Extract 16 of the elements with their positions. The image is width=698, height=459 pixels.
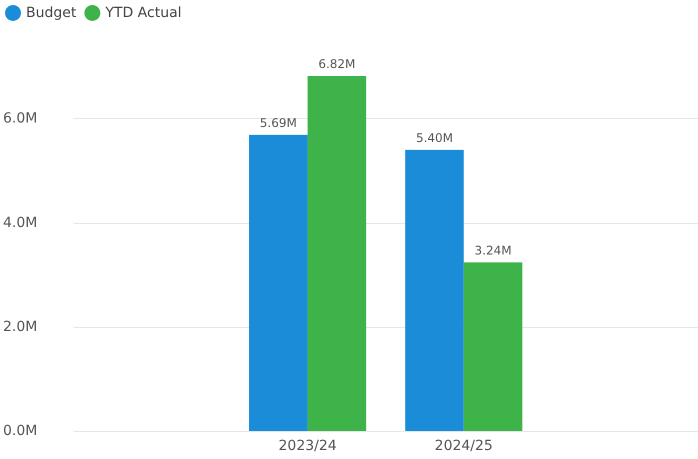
bar bbox=[249, 134, 308, 431]
data-label: 5.40M bbox=[416, 130, 454, 145]
x-tick-label: 2024/25 bbox=[434, 438, 493, 454]
legend-label: Budget bbox=[26, 5, 77, 21]
bar bbox=[405, 150, 464, 431]
data-label: 5.69M bbox=[260, 116, 297, 130]
bar bbox=[308, 76, 366, 431]
y-tick-label: 0.0M bbox=[3, 423, 38, 439]
y-tick-label: 2.0M bbox=[3, 318, 38, 335]
data-label: 3.24M bbox=[474, 243, 512, 258]
y-tick-label: 6.0M bbox=[3, 110, 38, 127]
data-label: 6.82M bbox=[318, 57, 356, 71]
bar bbox=[464, 262, 522, 431]
x-tick-label: 2023/24 bbox=[278, 438, 337, 454]
legend-label: YTD Actual bbox=[104, 5, 182, 21]
y-tick-label: 4.0M bbox=[3, 214, 38, 231]
